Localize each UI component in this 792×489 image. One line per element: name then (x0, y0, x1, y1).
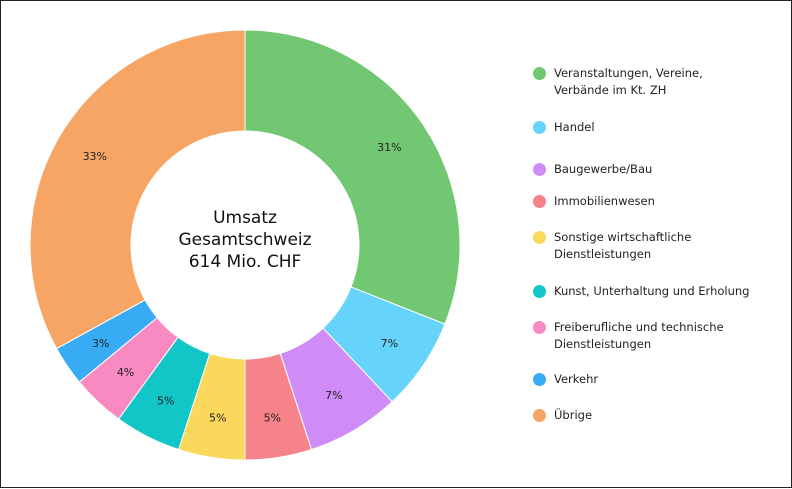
legend-label: Verkehr (554, 372, 599, 386)
slice-veranstaltungen-vereine (244, 29, 461, 325)
legend-swatch-icon (533, 409, 546, 422)
slice-label-4: 5% (209, 411, 226, 424)
legend-swatch-icon (533, 195, 546, 208)
slice-label-7: 3% (92, 337, 109, 350)
slice-label-2: 7% (325, 389, 342, 402)
legend-label: Übrige (554, 408, 593, 422)
slice-brige (29, 29, 246, 350)
center-text-line-1: Umsatz (213, 208, 277, 228)
legend-swatch-icon (533, 321, 546, 334)
legend-swatch-icon (533, 121, 546, 134)
legend-label: Baugewerbe/Bau (554, 162, 653, 176)
slice-label-3: 5% (264, 411, 281, 424)
legend-label: Kunst, Unterhaltung und Erholung (554, 284, 750, 298)
legend-item: Baugewerbe/Bau (533, 161, 652, 178)
center-text-line-3: 614 Mio. CHF (188, 252, 302, 272)
slice-label-8: 33% (83, 150, 107, 163)
center-text-line-2: Gesamtschweiz (178, 230, 312, 250)
slice-label-5: 5% (157, 394, 174, 407)
slice-label-6: 4% (117, 366, 134, 379)
slice-label-1: 7% (381, 337, 398, 350)
legend-item: Kunst, Unterhaltung und Erholung (533, 283, 749, 300)
legend-item: Verkehr (533, 371, 598, 388)
legend-swatch-icon (533, 285, 546, 298)
legend-item: Immobilienwesen (533, 193, 655, 210)
legend-item: Freiberufliche und technische Dienstleis… (533, 319, 724, 353)
legend-item: Handel (533, 119, 595, 136)
legend-label: Sonstige wirtschaftliche Dienstleistunge… (554, 230, 692, 261)
legend-swatch-icon (533, 163, 546, 176)
legend-swatch-icon (533, 231, 546, 244)
slice-label-0: 31% (377, 141, 401, 154)
legend-label: Handel (554, 120, 595, 134)
legend-item: Übrige (533, 407, 592, 424)
legend-item: Veranstaltungen, Vereine, Verbände im Kt… (533, 65, 703, 99)
donut-center-text: Umsatz Gesamtschweiz 614 Mio. CHF (145, 207, 345, 273)
legend-swatch-icon (533, 373, 546, 386)
legend-label: Veranstaltungen, Vereine, Verbände im Kt… (554, 66, 703, 97)
legend-label: Immobilienwesen (554, 194, 655, 208)
legend-item: Sonstige wirtschaftliche Dienstleistunge… (533, 229, 691, 263)
legend-label: Freiberufliche und technische Dienstleis… (554, 320, 724, 351)
legend-swatch-icon (533, 67, 546, 80)
